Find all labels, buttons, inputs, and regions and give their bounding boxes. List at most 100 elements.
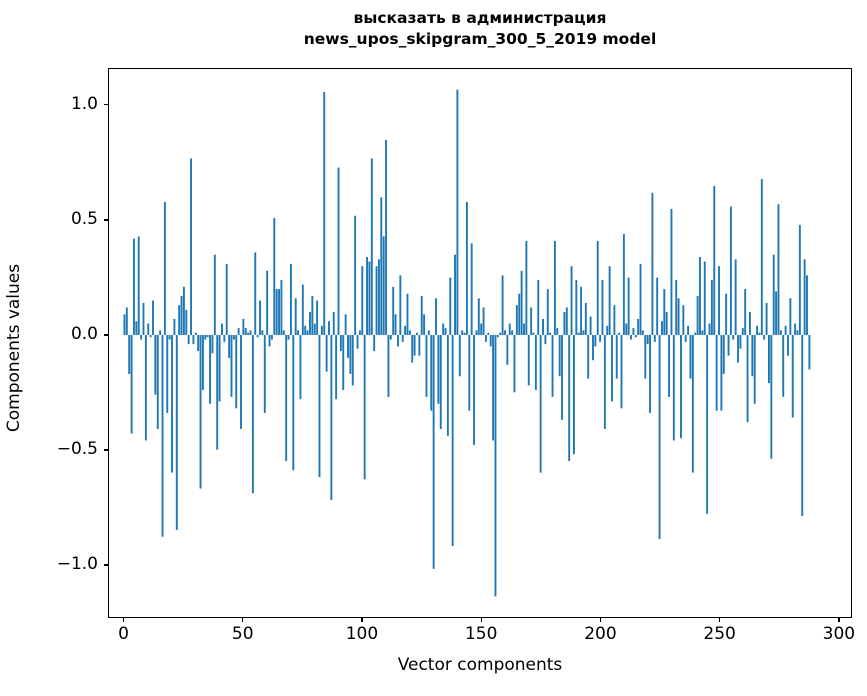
bar [611, 334, 613, 402]
y-axis-tick-mark [104, 564, 109, 566]
bar [218, 334, 221, 402]
bar [703, 261, 706, 335]
bar [309, 312, 311, 335]
bar [599, 334, 602, 342]
x-axis-tick-mark [719, 617, 721, 622]
bar [744, 289, 747, 335]
bar [163, 201, 166, 335]
bar [601, 279, 604, 335]
bar [551, 334, 554, 397]
bar [213, 254, 216, 335]
y-axis-tick-mark [104, 334, 109, 336]
bar [230, 334, 233, 397]
bar [770, 334, 773, 459]
bar [209, 334, 212, 404]
bar [487, 332, 490, 335]
bar [342, 334, 345, 391]
bar [182, 286, 185, 335]
bar [335, 334, 338, 400]
bar [594, 334, 597, 347]
bar [765, 302, 768, 335]
bar [358, 330, 361, 335]
bar [216, 334, 219, 450]
bar [737, 334, 739, 363]
y-axis-tick-label: 0.5 [70, 208, 98, 229]
bar [606, 325, 609, 335]
bar [506, 334, 509, 365]
bar [237, 328, 240, 335]
bar [194, 332, 197, 335]
bar [304, 325, 307, 335]
bar [251, 334, 254, 494]
bar [454, 254, 456, 335]
bar [725, 293, 728, 335]
bar [637, 318, 640, 335]
chart-title: высказать в администрация news_upos_skip… [108, 8, 852, 50]
bar [339, 334, 342, 352]
bar [439, 334, 442, 429]
x-axis-tick-label: 0 [118, 624, 129, 644]
chart-title-line-2: news_upos_skipgram_300_5_2019 model [303, 30, 657, 48]
bar [278, 289, 280, 335]
bar [746, 334, 749, 423]
bar [406, 293, 409, 335]
bar [542, 318, 544, 335]
bar [668, 334, 671, 397]
bar [582, 330, 585, 335]
bar [273, 218, 276, 335]
bar [596, 240, 599, 335]
bar [363, 334, 366, 480]
bar [444, 328, 447, 335]
bar [223, 334, 226, 342]
bar [166, 334, 169, 413]
bar [720, 334, 723, 411]
bar [270, 334, 273, 340]
bar [430, 334, 433, 411]
bar [451, 334, 454, 546]
bar [680, 334, 682, 439]
bar [523, 323, 525, 335]
bar [201, 334, 204, 391]
bar [137, 236, 140, 335]
bar [753, 334, 756, 404]
bar [375, 266, 378, 335]
bar [197, 334, 200, 352]
bar [760, 179, 763, 335]
bar [432, 334, 435, 569]
bar [337, 167, 340, 335]
bar [592, 334, 594, 361]
bar [266, 270, 269, 335]
bar [565, 307, 568, 335]
x-axis-tick-label: 250 [703, 624, 736, 644]
y-axis-tick-label: −1.0 [56, 554, 98, 575]
bar [468, 334, 471, 411]
bar [527, 334, 530, 386]
bar [570, 266, 573, 335]
bar [389, 334, 392, 340]
bar [696, 295, 699, 335]
bar [708, 323, 711, 335]
bar [325, 334, 328, 372]
bar [656, 277, 659, 335]
bar [377, 259, 380, 335]
bar [508, 323, 511, 335]
bar [232, 334, 235, 340]
bar [368, 261, 371, 335]
bar [803, 259, 806, 335]
bar [268, 334, 271, 347]
bar [758, 332, 761, 335]
bar [397, 334, 399, 347]
bar [152, 300, 154, 335]
bar [351, 334, 354, 386]
plot-area [108, 68, 852, 618]
bar [401, 334, 404, 342]
bar [682, 305, 685, 335]
bar [427, 330, 430, 335]
bar [173, 318, 176, 335]
bar [256, 334, 259, 338]
bar [313, 323, 316, 335]
bar [722, 334, 725, 374]
bar [370, 158, 373, 335]
bar [465, 201, 468, 335]
